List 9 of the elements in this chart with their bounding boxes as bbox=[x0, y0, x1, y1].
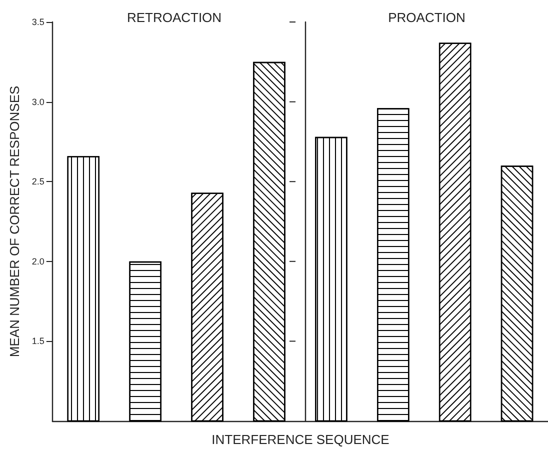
y-tick-label: 2.5 bbox=[32, 176, 44, 187]
annotation: RETROACTION bbox=[126, 10, 222, 25]
y-tick-label: 3.5 bbox=[32, 17, 44, 27]
y-tick-label: 2.0 bbox=[32, 256, 44, 266]
annotation: PROACTION bbox=[388, 10, 466, 25]
y-tick-label: 3.0 bbox=[32, 96, 44, 107]
y-tick-label: 1.5 bbox=[32, 336, 44, 346]
x-axis-title: INTERFERENCE SEQUENCE bbox=[212, 432, 390, 447]
y-axis-title: MEAN NUMBER OF CORRECT RESPONSES bbox=[7, 86, 22, 358]
